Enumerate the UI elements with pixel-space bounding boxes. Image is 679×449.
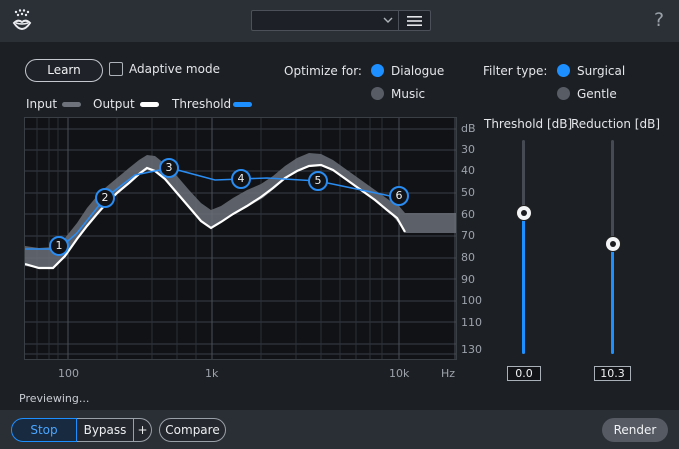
legend-output-label: Output [93,97,135,111]
radio-music-label[interactable]: Music [391,87,426,101]
legend-input-swatch [62,102,81,107]
threshold-node-5[interactable]: 5 [308,171,328,191]
threshold-slider-knob[interactable] [516,205,532,221]
db-tick-label: 90 [461,273,475,286]
learn-button[interactable]: Learn [25,59,103,82]
stop-button[interactable]: Stop [11,418,77,442]
db-tick-label: 70 [461,229,475,242]
threshold-node-4[interactable]: 4 [231,169,251,189]
radio-music[interactable] [371,87,384,100]
legend-threshold-label: Threshold [172,97,232,111]
freq-tick-label: 10k [389,367,410,380]
render-button[interactable]: Render [602,418,668,442]
filter-type-label: Filter type: [483,64,548,78]
spectrum-graph[interactable]: 1 2 3 4 5 6 [24,117,457,360]
radio-dialogue[interactable] [371,64,384,77]
radio-surgical[interactable] [557,64,570,77]
threshold-node-6[interactable]: 6 [389,186,409,206]
status-text: Previewing... [19,392,90,405]
threshold-node-1[interactable]: 1 [49,236,69,256]
radio-gentle[interactable] [557,87,570,100]
adaptive-mode-checkbox[interactable] [109,62,123,76]
radio-dialogue-label[interactable]: Dialogue [391,64,445,78]
hamburger-menu-icon [407,16,422,26]
legend-threshold-swatch [233,102,252,107]
adaptive-mode-label: Adaptive mode [129,62,220,76]
reduction-value-field[interactable]: 10.3 [594,366,631,381]
threshold-slider-label: Threshold [dB] [484,117,573,131]
compare-button[interactable]: Compare [159,418,226,442]
preset-menu-button[interactable] [399,10,431,31]
db-tick-label: 80 [461,251,475,264]
optimize-for-label: Optimize for: [284,64,362,78]
threshold-node-3[interactable]: 3 [159,158,179,178]
db-tick-label: 40 [461,164,475,177]
db-tick-label: 100 [461,294,482,307]
radio-gentle-label[interactable]: Gentle [577,87,617,101]
radio-surgical-label[interactable]: Surgical [577,64,626,78]
preset-dropdown[interactable] [251,10,399,31]
db-tick-label: 60 [461,208,475,221]
threshold-node-2[interactable]: 2 [95,188,115,208]
chevron-down-icon [382,14,394,26]
help-button[interactable]: ? [653,9,665,31]
threshold-slider-fill [522,213,525,354]
reduction-slider-label: Reduction [dB] [571,117,661,131]
db-tick-label: 50 [461,186,475,199]
bypass-button[interactable]: Bypass [77,418,134,442]
freq-tick-label: 100 [58,367,79,380]
spectrum-plot [25,118,456,359]
db-axis-unit: dB [461,122,476,135]
db-tick-label: 110 [461,316,482,329]
legend-output-swatch [140,102,159,107]
reduction-slider-knob[interactable] [605,236,621,252]
freq-tick-label: 1k [205,367,219,380]
freq-axis-unit: Hz [441,367,456,380]
db-tick-label: 130 [461,343,482,356]
bypass-add-button[interactable]: + [134,418,152,442]
legend-input-label: Input [26,97,58,111]
threshold-value-field[interactable]: 0.0 [507,366,541,381]
db-tick-label: 30 [461,143,475,156]
reduction-slider-fill [611,244,614,354]
app-logo-icon [12,8,32,34]
